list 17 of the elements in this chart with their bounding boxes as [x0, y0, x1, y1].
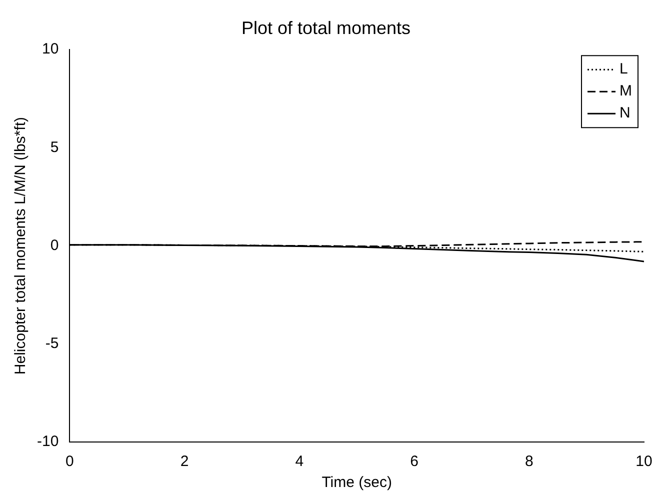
legend-label: L: [620, 60, 628, 78]
y-tick-label: -5: [45, 335, 59, 352]
chart-title: Plot of total moments: [241, 18, 411, 38]
x-tick-label: 10: [636, 453, 652, 470]
x-axis-title: Time (sec): [322, 474, 392, 492]
x-tick-label: 2: [180, 453, 189, 470]
x-tick-label: 0: [66, 453, 74, 470]
x-tick-label: 8: [524, 453, 534, 470]
y-tick-label: 0: [50, 236, 59, 254]
x-tick-label: 4: [295, 453, 304, 470]
y-tick-label: 10: [42, 40, 59, 58]
y-tick-label: -10: [36, 433, 59, 450]
y-axis-title: Helicopter total moments L/M/N (lbs*ft): [12, 117, 30, 375]
legend-label: M: [620, 82, 632, 100]
y-tick-label: 5: [50, 138, 59, 156]
legend-label: N: [620, 104, 630, 122]
x-tick-label: 6: [410, 453, 418, 470]
